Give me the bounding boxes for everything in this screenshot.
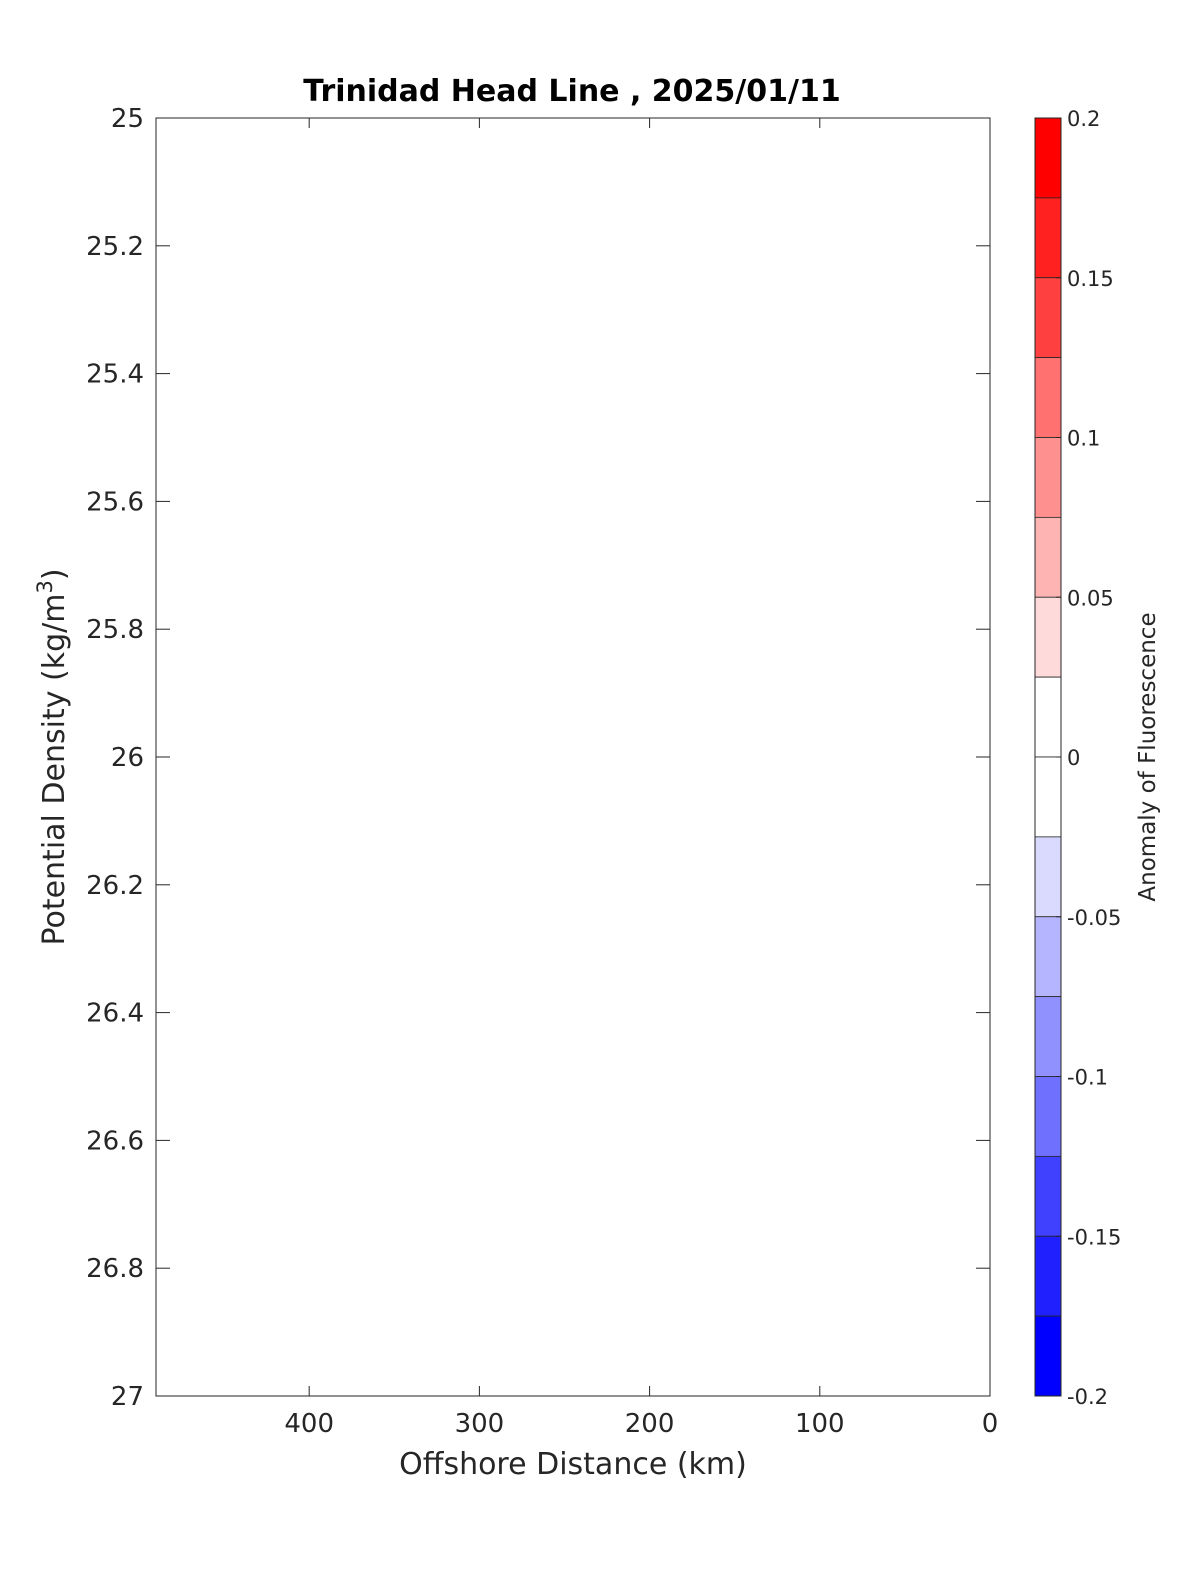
colorbar-bin xyxy=(1034,197,1062,279)
colorbar-bin xyxy=(1034,1076,1062,1157)
y-tick-label: 26.4 xyxy=(86,999,144,1029)
colorbar-bin xyxy=(1034,756,1062,838)
colorbar-bin xyxy=(1034,117,1062,199)
y-tick-label: 25.8 xyxy=(86,615,144,645)
colorbar-tick-label: 0.15 xyxy=(1067,267,1114,291)
colorbar-tick-label: -0.1 xyxy=(1067,1066,1108,1090)
y-axis-ticks: 25 25.2 25.4 25.6 25.8 26 26.2 26.4 26.6 26.8 27 xyxy=(86,104,990,1412)
y-tick-label: 26.6 xyxy=(86,1126,144,1156)
x-tick-label: 0 xyxy=(982,1409,999,1439)
y-tick-label: 27 xyxy=(111,1382,144,1412)
colorbar-bin xyxy=(1034,516,1062,598)
colorbar-bin xyxy=(1034,277,1062,359)
colorbar-tick-label: 0.05 xyxy=(1067,586,1114,610)
x-tick-label: 200 xyxy=(625,1409,675,1439)
colorbar-bin xyxy=(1034,916,1062,998)
colorbar-bin xyxy=(1034,596,1062,678)
colorbar-tick-label: -0.15 xyxy=(1067,1225,1121,1249)
y-axis-label: Potential Density (kg/m3) xyxy=(33,568,72,945)
colorbar-tick-label: 0.2 xyxy=(1067,107,1100,131)
y-axis-label-superscript: 3 xyxy=(33,580,57,593)
colorbar-bin xyxy=(1034,996,1062,1077)
colorbar-tick-label: 0 xyxy=(1067,746,1080,770)
y-tick-label: 26.2 xyxy=(86,871,144,901)
plot-area xyxy=(156,118,990,1396)
colorbar-bin xyxy=(1034,676,1062,758)
x-axis-ticks: 400 300 200 100 0 xyxy=(284,118,998,1439)
y-tick-label: 25.6 xyxy=(86,487,144,517)
colorbar: 0.2 0.15 0.1 0.05 0 -0.05 -0.1 -0.15 -0.2 xyxy=(1034,107,1121,1409)
colorbar-label: Anomaly of Fluorescence xyxy=(1135,612,1161,901)
plot-frame xyxy=(155,117,991,1397)
y-tick-label: 26.8 xyxy=(86,1254,144,1284)
x-axis-label: Offshore Distance (km) xyxy=(399,1447,747,1482)
x-tick-label: 400 xyxy=(284,1409,334,1439)
colorbar-tick-label: -0.05 xyxy=(1067,906,1121,930)
y-tick-label: 26 xyxy=(111,743,144,773)
colorbar-tick-label: -0.2 xyxy=(1067,1385,1108,1409)
x-tick-label: 300 xyxy=(455,1409,505,1439)
colorbar-bin xyxy=(1034,836,1062,918)
y-tick-label: 25 xyxy=(111,104,144,134)
y-tick-label: 25.4 xyxy=(86,360,144,390)
colorbar-tick-label: 0.1 xyxy=(1067,427,1100,451)
colorbar-bin xyxy=(1034,357,1062,438)
colorbar-bin xyxy=(1034,437,1062,518)
colorbar-bin xyxy=(1034,1315,1062,1397)
chart-title: Trinidad Head Line , 2025/01/11 xyxy=(303,74,840,109)
colorbar-bin xyxy=(1034,1235,1062,1317)
y-tick-label: 25.2 xyxy=(86,232,144,262)
x-tick-label: 100 xyxy=(795,1409,845,1439)
colorbar-bin xyxy=(1034,1155,1062,1237)
